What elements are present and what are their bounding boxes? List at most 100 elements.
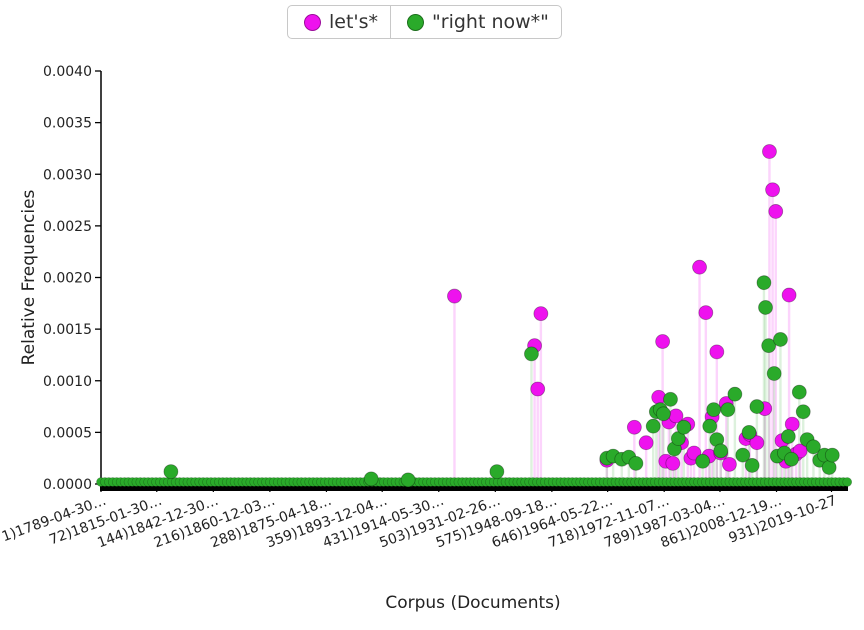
frequency-bar [611,456,615,484]
data-point-right-now [756,275,772,291]
data-point-right-now [821,460,837,475]
frequency-bars [169,151,834,485]
frequency-bar [659,409,662,484]
data-point-right-now [706,402,722,418]
data-point-right-now [695,453,711,469]
frequency-bar [605,460,609,484]
data-point-lets [665,455,681,471]
frequency-bar [719,453,722,484]
data-point-right-now [791,384,807,400]
frequency-bar [812,446,815,484]
data-point-right-now [720,402,736,418]
y-ticks: 0.0000 0.0005 0.0010 0.0015 0.0020 0.0025 0.00… [43,64,101,493]
data-point-lets [626,419,642,435]
frequency-bar [784,461,788,484]
frequency-bar [453,296,456,484]
data-point-lets [762,144,777,159]
frequency-bar [539,313,543,484]
y-axis-label: Relative Frequencies [19,189,39,365]
data-point-lets [709,344,725,360]
data-point-right-now [676,419,692,435]
frequency-bar [726,409,730,484]
frequency-bar [776,456,779,484]
data-point-right-now [727,386,743,402]
frequency-bar [767,345,770,484]
data-point-right-now [735,447,751,463]
x-ticks: 1)1789-04-30…72)1815-01-30…144)1842-12-3… [0,484,839,551]
data-point-right-now [749,399,765,414]
data-point-lets [792,443,808,459]
data-point-right-now [806,439,821,455]
legend-swatch-right-now [407,13,425,31]
y-tick-label: 0.0010 [43,374,92,390]
frequency-bar [750,465,754,484]
frequency-bar [798,392,801,484]
frequency-bar [774,211,777,485]
data-point-lets [784,416,800,432]
data-point-lets [692,259,707,275]
frequency-bar [704,312,708,484]
data-point-right-now [663,391,678,407]
y-tick-label: 0.0025 [43,219,92,235]
data-point-lets [698,305,714,321]
data-point-right-now [656,406,671,422]
data-point-right-now [773,332,788,347]
frequency-bar [707,456,711,484]
data-point-right-now [713,443,729,459]
frequency-bar [698,267,701,484]
data-point-right-now [645,418,661,434]
y-tick-label: 0.0005 [43,425,92,441]
y-tick-label: 0.0020 [43,271,92,287]
y-tick-label: 0.0030 [43,167,92,183]
data-point-lets [638,435,654,451]
frequency-bar [692,453,696,484]
frequency-bar [733,394,737,484]
frequency-bar [779,339,782,484]
data-point-right-now [795,404,811,420]
frequency-bar [627,457,631,484]
frequency-bar [741,455,744,484]
frequency-bar [719,450,722,484]
frequency-bar [772,373,776,484]
data-point-lets [721,456,737,472]
data-point-right-now [628,455,644,471]
data-points [163,144,840,488]
frequency-bar [712,409,715,484]
data-point-right-now [702,418,718,434]
data-point-lets [447,288,462,304]
y-tick-label: 0.0035 [43,116,92,132]
data-point-right-now [524,346,539,362]
frequency-bar [764,307,767,484]
legend-item-right-now[interactable]: "right now*" [390,6,561,38]
data-point-lets [686,445,702,461]
legend-label-lets: let's* [329,11,379,33]
frequency-bar [790,459,793,484]
baseline-dot [842,477,853,487]
legend-item-lets[interactable]: let's* [288,6,390,38]
frequency-bar [530,353,533,484]
frequency-bar [662,413,665,484]
frequency-bar [651,426,655,484]
data-point-right-now [363,471,379,487]
data-point-right-now [784,451,799,467]
x-axis-baseline [100,485,848,491]
data-point-lets [533,306,549,322]
baseline-dots [96,477,853,487]
data-point-right-now [761,338,777,354]
frequency-bar [763,408,766,484]
frequency-bar [725,403,728,484]
frequency-bar [620,459,623,484]
frequency-bar [605,458,609,484]
frequency-bar [787,295,791,484]
data-point-lets [765,182,780,198]
y-tick-label: 0.0015 [43,322,92,338]
frequency-bar [728,464,731,484]
data-point-right-now [780,429,796,444]
frequency-bar [794,454,798,484]
data-point-right-now [489,464,505,480]
frequency-bar [805,439,809,484]
frequency-bar [655,411,658,484]
frequency-bar [701,461,704,484]
frequency-bar [771,189,774,485]
data-point-right-now [400,472,416,488]
